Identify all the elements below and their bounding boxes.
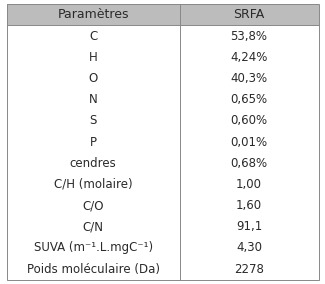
Bar bbox=[6, 174, 180, 195]
Bar bbox=[180, 174, 318, 195]
Text: C: C bbox=[89, 30, 97, 43]
Text: C/N: C/N bbox=[83, 220, 104, 233]
Text: SUVA (m⁻¹.L.mgC⁻¹): SUVA (m⁻¹.L.mgC⁻¹) bbox=[33, 241, 153, 254]
Text: 40,3%: 40,3% bbox=[230, 72, 268, 85]
Bar bbox=[180, 26, 318, 47]
Bar bbox=[6, 153, 180, 174]
Bar bbox=[6, 26, 180, 47]
Text: C/H (molaire): C/H (molaire) bbox=[54, 178, 132, 191]
Bar bbox=[180, 47, 318, 68]
Text: 0,68%: 0,68% bbox=[230, 157, 268, 170]
Bar bbox=[6, 216, 180, 237]
Bar bbox=[180, 110, 318, 131]
Bar bbox=[180, 237, 318, 258]
Text: C/O: C/O bbox=[82, 199, 104, 212]
Text: 2278: 2278 bbox=[234, 263, 264, 276]
Bar bbox=[180, 131, 318, 153]
Text: SRFA: SRFA bbox=[233, 8, 265, 21]
Text: 91,1: 91,1 bbox=[236, 220, 262, 233]
Bar bbox=[180, 258, 318, 280]
Bar bbox=[180, 153, 318, 174]
Bar bbox=[6, 237, 180, 258]
Text: N: N bbox=[89, 93, 98, 106]
Bar bbox=[6, 258, 180, 280]
Text: Paramètres: Paramètres bbox=[57, 8, 129, 21]
Text: 1,00: 1,00 bbox=[236, 178, 262, 191]
Text: H: H bbox=[89, 51, 98, 64]
Text: P: P bbox=[90, 135, 97, 149]
Bar bbox=[6, 195, 180, 216]
Bar bbox=[180, 89, 318, 110]
Text: 0,65%: 0,65% bbox=[230, 93, 268, 106]
Bar bbox=[180, 216, 318, 237]
Text: Poids moléculaire (Da): Poids moléculaire (Da) bbox=[27, 263, 160, 276]
Bar bbox=[180, 68, 318, 89]
Bar bbox=[6, 131, 180, 153]
Bar bbox=[180, 4, 318, 26]
Bar bbox=[6, 89, 180, 110]
Text: 1,60: 1,60 bbox=[236, 199, 262, 212]
Bar bbox=[6, 4, 180, 26]
Text: cendres: cendres bbox=[70, 157, 116, 170]
Text: O: O bbox=[88, 72, 98, 85]
Bar bbox=[180, 195, 318, 216]
Bar bbox=[6, 47, 180, 68]
Bar bbox=[6, 68, 180, 89]
Text: 4,30: 4,30 bbox=[236, 241, 262, 254]
Text: 4,24%: 4,24% bbox=[230, 51, 268, 64]
Text: S: S bbox=[89, 114, 97, 127]
Text: 53,8%: 53,8% bbox=[230, 30, 267, 43]
Text: 0,01%: 0,01% bbox=[230, 135, 268, 149]
Text: 0,60%: 0,60% bbox=[230, 114, 268, 127]
Bar bbox=[6, 110, 180, 131]
